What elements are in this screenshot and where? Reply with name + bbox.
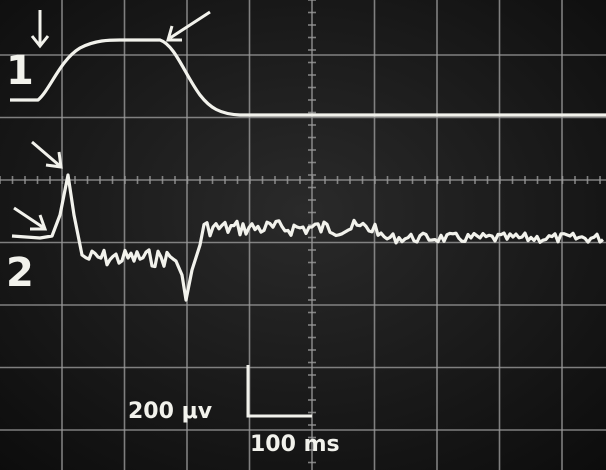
voltage-scale: 200 μv xyxy=(128,399,213,424)
oscilloscope-photo: 1 2 200 μv 100 ms xyxy=(0,0,606,470)
time-scale: 100 ms xyxy=(250,432,340,457)
trace-label: 1 xyxy=(6,48,34,94)
trace-label: 2 xyxy=(6,250,34,296)
